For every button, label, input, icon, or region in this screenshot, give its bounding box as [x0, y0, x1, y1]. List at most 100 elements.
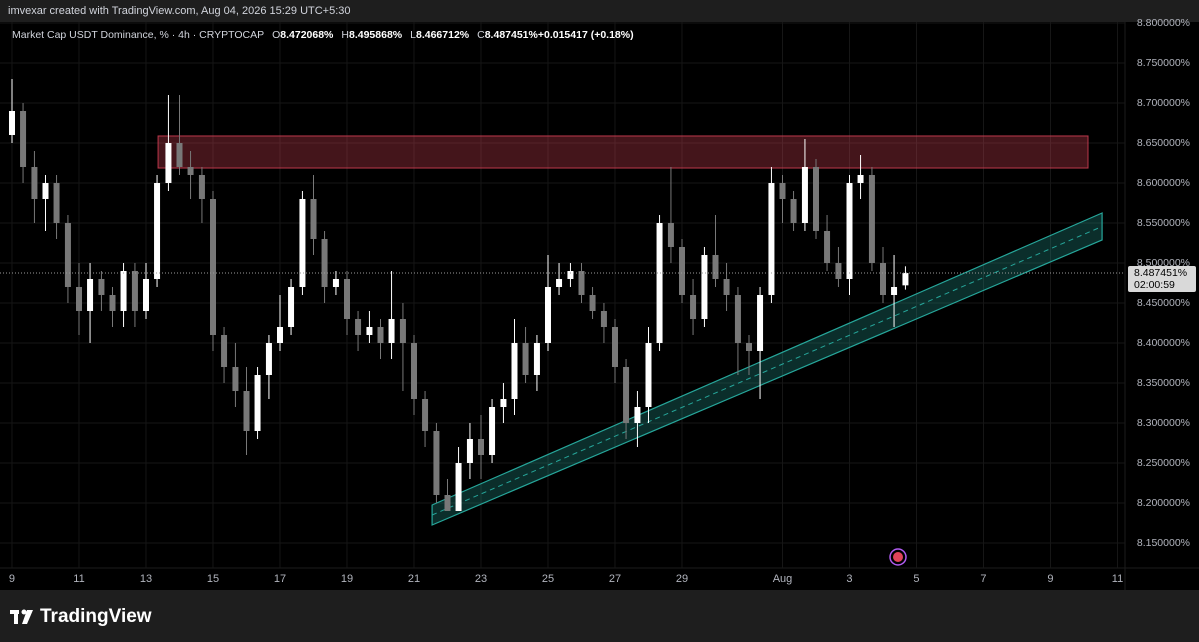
candle-body	[879, 263, 886, 295]
candle-body	[824, 231, 831, 263]
y-tick-label: 8.500000%	[1137, 257, 1190, 269]
candle-body	[701, 255, 708, 319]
chart-area	[0, 22, 1199, 590]
candle-body	[734, 295, 741, 343]
x-tick-label: 17	[274, 573, 286, 585]
candle-body	[444, 495, 451, 511]
candle-body	[500, 399, 507, 407]
x-tick-label: 9	[1047, 573, 1053, 585]
candle-body	[902, 273, 909, 286]
candle-body	[522, 343, 529, 375]
legend-value: +0.015417 (+0.18%)	[538, 29, 634, 41]
candle-body	[198, 175, 205, 199]
x-tick-label: 29	[676, 573, 688, 585]
candle-body	[254, 375, 261, 431]
candle-body	[634, 407, 641, 423]
candle-body	[232, 367, 239, 391]
candle-body	[477, 439, 484, 455]
candle-body	[511, 343, 518, 399]
plot: 8.150000% 8.200000% 8.250000% 8.300000% 8.35…	[0, 17, 1190, 585]
candle-body	[120, 271, 127, 311]
candle-body	[410, 343, 417, 399]
candle-body	[678, 247, 685, 295]
y-tick-label: 8.750000%	[1137, 57, 1190, 69]
x-tick-label: 15	[207, 573, 219, 585]
candle-body	[712, 255, 719, 279]
candle-body	[243, 391, 250, 431]
candle-body	[556, 279, 563, 287]
legend-key: L	[410, 29, 416, 41]
candle-body	[489, 407, 496, 455]
candle-body	[187, 167, 194, 175]
last-price-box	[1128, 266, 1196, 293]
candle-body	[377, 327, 384, 343]
x-tick-label: 5	[913, 573, 919, 585]
y-tick-label: 8.800000%	[1137, 17, 1190, 29]
candle-body	[422, 399, 429, 431]
candle-body	[455, 463, 462, 511]
y-tick-label: 8.350000%	[1137, 377, 1190, 389]
legend-value: 8.466712%	[416, 29, 470, 41]
y-tick-label: 8.250000%	[1137, 457, 1190, 469]
legend-key: C	[477, 29, 485, 41]
candle-body	[589, 295, 596, 311]
candle-body	[109, 295, 116, 311]
candle-body	[578, 271, 585, 295]
candle-body	[265, 343, 272, 375]
y-tick-label: 8.550000%	[1137, 217, 1190, 229]
y-tick-label: 8.300000%	[1137, 417, 1190, 429]
flash-icon	[889, 548, 907, 566]
x-tick-label: 11	[1112, 573, 1123, 585]
candle-body	[723, 279, 730, 295]
legend-value: 8.495868%	[349, 29, 403, 41]
y-tick-label: 8.450000%	[1137, 297, 1190, 309]
candle-body	[812, 167, 819, 231]
candle-body	[600, 311, 607, 327]
candle-body	[20, 111, 27, 167]
candle-body	[142, 279, 149, 311]
candle-body	[768, 183, 775, 295]
candle-body	[332, 279, 339, 287]
candle-body	[891, 287, 898, 295]
x-tick-label: 21	[408, 573, 420, 585]
x-tick-label: 3	[846, 573, 852, 585]
top-bar	[0, 0, 1199, 22]
candle-body	[299, 199, 306, 287]
footer	[0, 592, 1199, 642]
last-price-label: 8.487451%	[1134, 267, 1187, 279]
chart-legend: Market Cap USDT Dominance, % · 4h · CRYP…	[12, 29, 634, 41]
y-tick-label: 8.200000%	[1137, 497, 1190, 509]
candle-body	[310, 199, 317, 239]
candle-body	[98, 279, 105, 295]
candle-body	[868, 175, 875, 263]
candle-body	[667, 223, 674, 247]
candle-body	[154, 183, 161, 279]
candle-body	[466, 439, 473, 463]
candle-body	[64, 223, 71, 287]
y-tick-label: 8.650000%	[1137, 137, 1190, 149]
candle-body	[343, 279, 350, 319]
x-tick-label: 7	[980, 573, 986, 585]
countdown-label: 02:00:59	[1134, 279, 1175, 291]
x-tick-label: 11	[73, 573, 84, 585]
resistance-zone	[157, 135, 1089, 169]
candle-body	[355, 319, 362, 335]
candle-body	[42, 183, 49, 199]
candle-body	[209, 199, 216, 335]
candle-body	[790, 199, 797, 223]
candle-body	[533, 343, 540, 375]
x-tick-label: 25	[542, 573, 554, 585]
x-tick-label: 13	[140, 573, 152, 585]
candle-body	[165, 143, 172, 183]
candle-body	[544, 287, 551, 343]
candle-body	[690, 295, 697, 319]
x-tick-label: 23	[475, 573, 487, 585]
candle-body	[801, 167, 808, 223]
candle-body	[623, 367, 630, 423]
candle-body	[757, 295, 764, 351]
brand-name: TradingView	[40, 606, 152, 627]
candle-body	[366, 327, 373, 335]
legend-key: O	[272, 29, 280, 41]
candle-body	[835, 263, 842, 279]
candle-body	[288, 287, 295, 327]
